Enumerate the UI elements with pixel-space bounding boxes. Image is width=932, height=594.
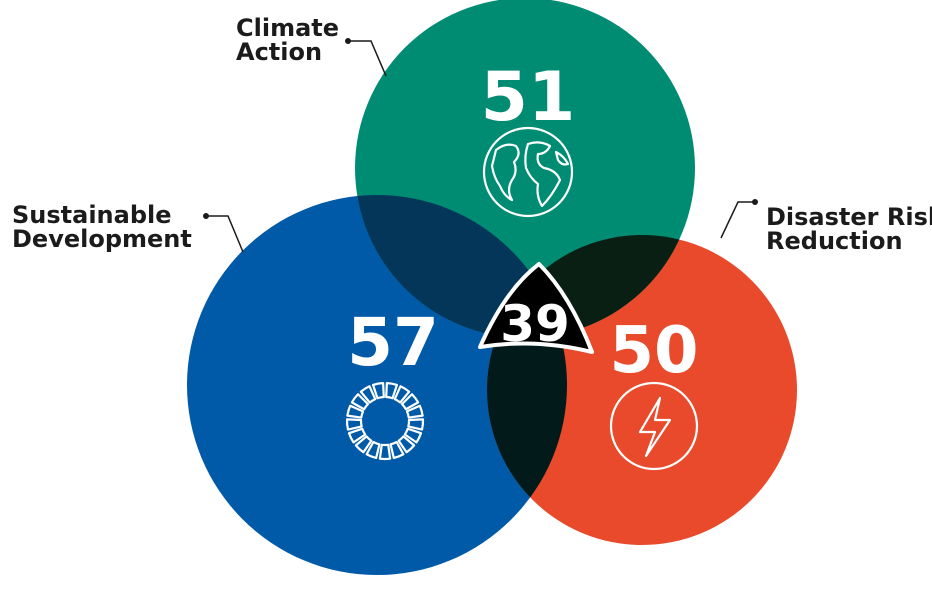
- sdg-wheel-segment: [350, 393, 370, 411]
- label-sustainable-development: Sustainable Development: [12, 203, 192, 251]
- sdg-wheel-segment: [400, 393, 420, 411]
- sdg-wheel-segment: [393, 385, 411, 404]
- label-climate-action-line-2: Action: [236, 38, 323, 66]
- sdg-wheel-segment: [371, 381, 385, 400]
- sdg-wheel-segment: [407, 418, 425, 431]
- sdg-wheel-icon: [345, 381, 425, 461]
- label-disaster-risk-reduction-line-2: Reduction: [766, 227, 903, 255]
- globe-icon: [482, 126, 574, 218]
- leader-disaster-risk-reduction: [720, 199, 758, 239]
- sdg-wheel-segment: [365, 440, 381, 460]
- overlap-climate-sustainable: [355, 195, 567, 338]
- label-sustainable-development-line-2: Development: [12, 225, 192, 253]
- label-disaster-risk-reduction-line-1: Disaster Risk: [766, 203, 932, 231]
- label-sustainable-development-line-1: Sustainable: [12, 201, 172, 229]
- sdg-wheel-segment: [354, 435, 373, 454]
- sdg-wheel-segment: [345, 418, 363, 431]
- sdg-wheel-segment: [389, 440, 405, 460]
- sdg-wheel-segment: [397, 435, 416, 454]
- count-climate-action: 51: [481, 58, 576, 137]
- intersection-outline: [478, 262, 594, 354]
- sdg-wheel-segment: [347, 427, 367, 444]
- sdg-wheel-segment: [403, 427, 423, 444]
- leader-climate-action: [345, 38, 387, 77]
- label-disaster-risk-reduction: Disaster Risk Reduction: [766, 205, 932, 253]
- lightning-icon: [609, 381, 699, 471]
- count-disaster-risk-reduction: 50: [609, 314, 698, 388]
- count-intersection: 39: [500, 295, 570, 353]
- sdg-wheel-segment: [359, 385, 377, 404]
- sdg-wheel-segment: [405, 404, 424, 419]
- count-sustainable-development: 57: [347, 304, 439, 381]
- leader-sustainable-development: [203, 213, 244, 253]
- sdg-wheel-segment: [346, 404, 365, 419]
- label-climate-action-line-1: Climate: [236, 14, 340, 42]
- label-climate-action: Climate Action: [236, 16, 339, 64]
- sdg-wheel-segment: [378, 443, 392, 461]
- sdg-wheel-segment: [385, 381, 399, 400]
